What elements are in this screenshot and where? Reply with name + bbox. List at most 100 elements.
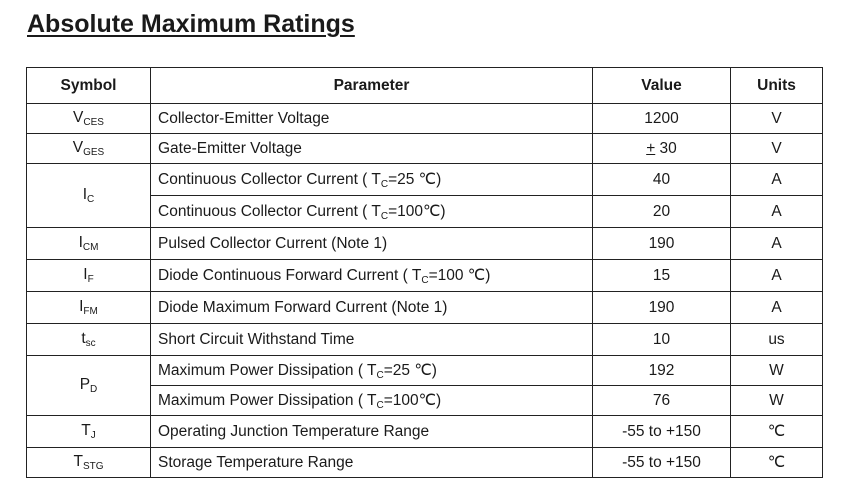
symbol-cell: TJ [26, 415, 151, 448]
parameter-text-tail: =25 ℃) [383, 361, 437, 379]
parameter-text-tail: =100℃) [383, 391, 442, 409]
ratings-table: Symbol Parameter Value Units VCES Collec… [26, 67, 823, 478]
table-row: VCES Collector-Emitter Voltage 1200 V [26, 103, 823, 134]
value-cell: -55 to +150 [592, 447, 731, 478]
symbol-cell: tsc [26, 323, 151, 356]
symbol-subscript: CES [83, 117, 104, 128]
table-row: PD Maximum Power Dissipation ( TC=25 ℃) … [26, 355, 823, 416]
symbol-cell: VGES [26, 133, 151, 164]
symbol-main: I [83, 266, 88, 283]
parameter-cell: Short Circuit Withstand Time [150, 323, 593, 356]
symbol-main: t [81, 330, 86, 347]
symbol-subscript: FM [83, 306, 98, 317]
symbol-main: P [79, 376, 91, 393]
table-row: IC Continuous Collector Current ( TC=25 … [26, 163, 823, 228]
symbol-main: T [81, 422, 91, 439]
symbol-cell: TSTG [26, 447, 151, 478]
value-cell: 190 [592, 227, 731, 260]
parameter-subscript: C [380, 210, 389, 222]
table-row: TJ Operating Junction Temperature Range … [26, 415, 823, 448]
parameter-text-tail: =25 ℃) [388, 170, 442, 188]
symbol-cell: VCES [26, 103, 151, 134]
parameter-text: Maximum Power Dissipation ( T [158, 391, 377, 409]
parameter-text: Maximum Power Dissipation ( T [158, 361, 377, 379]
table-row: VGES Gate-Emitter Voltage + 30 V [26, 133, 823, 164]
symbol-main: I [78, 234, 83, 251]
value-number: 30 [655, 139, 677, 157]
table-row: tsc Short Circuit Withstand Time 10 us [26, 323, 823, 356]
header-parameter: Parameter [150, 67, 593, 104]
parameter-cell: Operating Junction Temperature Range [150, 415, 593, 448]
page-title: Absolute Maximum Ratings [27, 10, 355, 38]
parameter-subscript: C [376, 399, 384, 411]
parameter-text-tail: =100 ℃) [428, 266, 491, 284]
symbol-subscript: C [87, 194, 95, 205]
value-cell: 20 [592, 195, 731, 228]
symbol-cell: PD [26, 355, 151, 416]
parameter-subscript: C [380, 178, 389, 190]
symbol-subscript: sc [85, 338, 96, 349]
symbol-subscript: CM [82, 242, 99, 253]
parameter-cell: Maximum Power Dissipation ( TC=25 ℃) [150, 355, 593, 386]
symbol-subscript: F [87, 274, 94, 285]
unit-cell: ℃ [730, 415, 823, 448]
value-cell: 76 [592, 385, 731, 416]
unit-cell: W [730, 385, 823, 416]
unit-cell: us [730, 323, 823, 356]
unit-cell: V [730, 133, 823, 164]
value-cell: 1200 [592, 103, 731, 134]
unit-cell: ℃ [730, 447, 823, 478]
symbol-cell: ICM [26, 227, 151, 260]
symbol-cell: IFM [26, 291, 151, 324]
unit-cell: A [730, 259, 823, 292]
parameter-cell: Diode Maximum Forward Current (Note 1) [150, 291, 593, 324]
plus-minus-sign: + [646, 139, 656, 157]
parameter-cell: Pulsed Collector Current (Note 1) [150, 227, 593, 260]
parameter-subscript: C [376, 369, 384, 381]
unit-cell: A [730, 195, 823, 228]
symbol-main: T [73, 453, 83, 470]
parameter-cell: Collector-Emitter Voltage [150, 103, 593, 134]
unit-cell: V [730, 103, 823, 134]
value-cell: + 30 [592, 133, 731, 164]
symbol-main: V [73, 109, 84, 126]
unit-cell: A [730, 227, 823, 260]
unit-cell: A [730, 291, 823, 324]
symbol-cell: IC [26, 163, 151, 228]
symbol-main: I [79, 298, 84, 315]
symbol-main: I [82, 186, 88, 203]
parameter-cell: Gate-Emitter Voltage [150, 133, 593, 164]
parameter-text-tail: =100℃) [388, 202, 446, 220]
parameter-text: Diode Continuous Forward Current ( T [158, 266, 422, 284]
parameter-cell: Continuous Collector Current ( TC=25 ℃) [150, 163, 593, 196]
symbol-subscript: GES [83, 147, 105, 158]
table-row: Continuous Collector Current ( TC=100℃) … [27, 195, 823, 228]
unit-cell: A [730, 163, 823, 196]
value-cell: -55 to +150 [592, 415, 731, 448]
symbol-main: V [72, 139, 84, 156]
table-row: IFM Diode Maximum Forward Current (Note … [26, 291, 823, 324]
header-symbol: Symbol [26, 67, 151, 104]
unit-cell: W [730, 355, 823, 386]
symbol-subscript: D [90, 384, 98, 395]
value-cell: 40 [592, 163, 731, 196]
table-row: IF Diode Continuous Forward Current ( TC… [26, 259, 823, 292]
table-row: Maximum Power Dissipation ( TC=100℃) 76 … [27, 385, 823, 416]
value-cell: 190 [592, 291, 731, 324]
table-row: ICM Pulsed Collector Current (Note 1) 19… [26, 227, 823, 260]
parameter-text: Continuous Collector Current ( T [158, 202, 381, 220]
value-cell: 10 [592, 323, 731, 356]
value-cell: 15 [592, 259, 731, 292]
parameter-cell: Maximum Power Dissipation ( TC=100℃) [150, 385, 593, 416]
symbol-subscript: STG [82, 461, 104, 472]
parameter-cell: Continuous Collector Current ( TC=100℃) [150, 195, 593, 228]
header-units: Units [730, 67, 823, 104]
symbol-cell: IF [26, 259, 151, 292]
parameter-cell: Diode Continuous Forward Current ( TC=10… [150, 259, 593, 292]
parameter-text: Continuous Collector Current ( T [158, 170, 381, 188]
parameter-cell: Storage Temperature Range [150, 447, 593, 478]
table-row: TSTG Storage Temperature Range -55 to +1… [26, 447, 823, 478]
value-cell: 192 [592, 355, 731, 386]
table-header-row: Symbol Parameter Value Units [26, 67, 823, 104]
symbol-subscript: J [90, 430, 96, 441]
